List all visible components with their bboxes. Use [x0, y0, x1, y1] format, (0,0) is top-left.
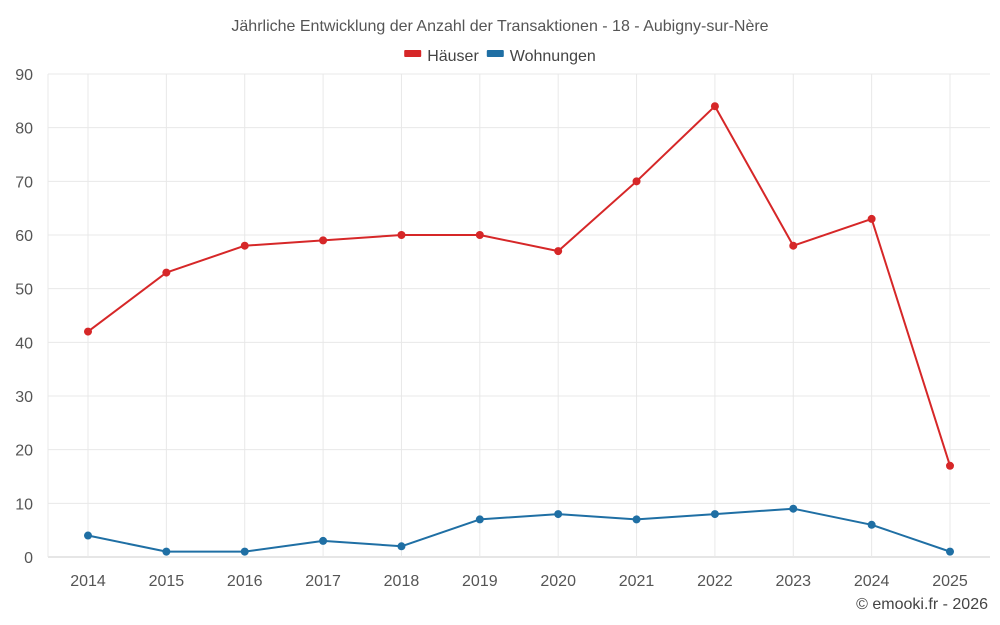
legend-label-wohnungen[interactable]: Wohnungen	[510, 48, 596, 65]
series-layer	[84, 102, 954, 556]
legend-swatch-h-user	[404, 50, 422, 57]
grid	[47, 73, 990, 558]
data-point-wohnungen[interactable]	[319, 536, 328, 545]
x-tick-label: 2022	[697, 573, 733, 590]
chart-title: Jährliche Entwicklung der Anzahl der Tra…	[231, 18, 768, 35]
x-tick-label: 2015	[149, 573, 185, 590]
x-tick-label: 2021	[619, 573, 655, 590]
x-tick-label: 2018	[384, 573, 420, 590]
x-axis-ticks: 2014 2015 2016 2017 2018 2019 2020 2021 2022 2023…	[70, 573, 968, 590]
y-tick-label: 0	[24, 550, 33, 567]
data-point-wohnungen[interactable]	[475, 515, 484, 524]
legend: Häuser Wohnungen	[404, 48, 596, 65]
data-point-wohnungen[interactable]	[867, 520, 876, 529]
data-point-h-user[interactable]	[554, 247, 563, 256]
data-point-wohnungen[interactable]	[162, 547, 171, 556]
y-axis-ticks: 0 10 20 30 40 50 60 70 80 90	[15, 67, 33, 567]
y-tick-label: 10	[15, 496, 33, 513]
data-point-wohnungen[interactable]	[397, 542, 406, 551]
x-tick-label: 2017	[305, 573, 341, 590]
credit-text: © emooki.fr - 2026	[856, 596, 988, 613]
data-point-h-user[interactable]	[867, 214, 876, 223]
data-point-h-user[interactable]	[397, 231, 406, 239]
data-point-h-user[interactable]	[710, 102, 719, 111]
y-tick-label: 20	[15, 443, 33, 460]
data-point-h-user[interactable]	[946, 461, 954, 470]
series-line-h-user	[87, 105, 951, 467]
data-point-h-user[interactable]	[475, 231, 484, 239]
data-point-wohnungen[interactable]	[84, 531, 92, 540]
data-point-h-user[interactable]	[240, 241, 249, 250]
data-point-wohnungen[interactable]	[946, 547, 954, 556]
x-tick-label: 2025	[932, 573, 968, 590]
data-point-wohnungen[interactable]	[632, 515, 641, 524]
legend-swatch-wohnungen	[486, 50, 504, 57]
data-point-h-user[interactable]	[84, 327, 92, 336]
y-tick-label: 50	[15, 282, 33, 299]
data-point-h-user[interactable]	[789, 241, 798, 250]
y-tick-label: 40	[15, 335, 33, 352]
x-tick-label: 2019	[462, 573, 498, 590]
data-point-h-user[interactable]	[162, 268, 171, 277]
data-point-wohnungen[interactable]	[240, 547, 249, 556]
data-point-wohnungen[interactable]	[554, 510, 563, 519]
data-point-h-user[interactable]	[632, 177, 641, 186]
data-point-h-user[interactable]	[319, 236, 328, 245]
y-tick-label: 80	[15, 121, 33, 138]
x-tick-label: 2024	[854, 573, 890, 590]
data-point-wohnungen[interactable]	[710, 510, 719, 519]
x-tick-label: 2020	[540, 573, 576, 590]
data-point-wohnungen[interactable]	[789, 504, 798, 513]
y-tick-label: 70	[15, 174, 33, 191]
y-tick-label: 60	[15, 228, 33, 245]
legend-label-h-user[interactable]: Häuser	[427, 48, 479, 65]
x-tick-label: 2016	[227, 573, 263, 590]
x-tick-label: 2023	[775, 573, 811, 590]
x-tick-label: 2014	[70, 573, 106, 590]
y-tick-label: 30	[15, 389, 33, 406]
y-tick-label: 90	[15, 67, 33, 84]
series-line-wohnungen	[87, 507, 951, 553]
